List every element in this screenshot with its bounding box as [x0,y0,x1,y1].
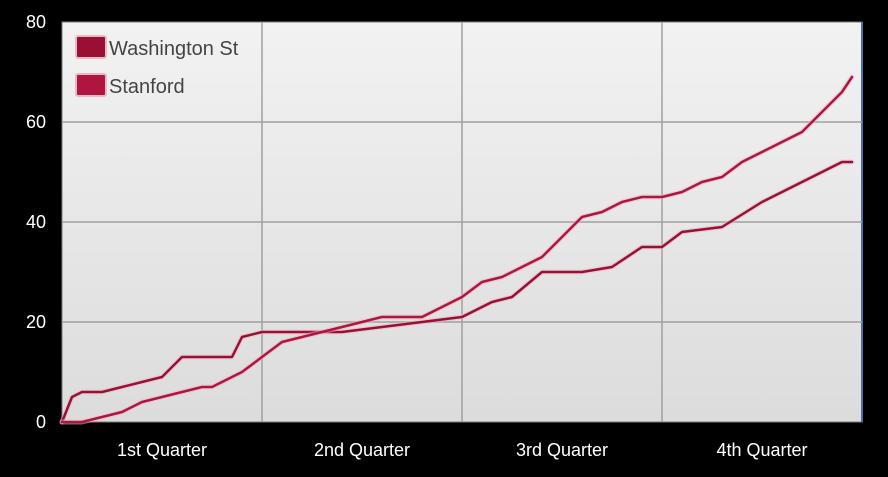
legend-label: Washington St [109,38,239,60]
x-tick-label: 1st Quarter [117,440,207,460]
x-tick-label: 3rd Quarter [516,440,608,460]
x-axis-ticks: 1st Quarter 2nd Quarter 3rd Quarter 4th Qua… [117,440,808,460]
series-lines [59,74,855,425]
y-tick-label: 20 [26,312,46,332]
legend: Washington St Stanford [75,35,239,98]
y-tick-label: 40 [26,212,46,232]
legend-label: Stanford [109,76,185,98]
legend-swatch [75,73,107,97]
grid-lines [62,22,862,422]
series-line [60,75,854,424]
x-tick-label: 4th Quarter [716,440,807,460]
y-tick-label: 60 [26,112,46,132]
y-tick-label: 80 [26,12,46,32]
x-tick-label: 2nd Quarter [314,440,410,460]
legend-swatch [75,35,107,59]
y-axis-ticks: 0 20 40 60 80 [26,12,46,432]
y-tick-label: 0 [36,412,46,432]
